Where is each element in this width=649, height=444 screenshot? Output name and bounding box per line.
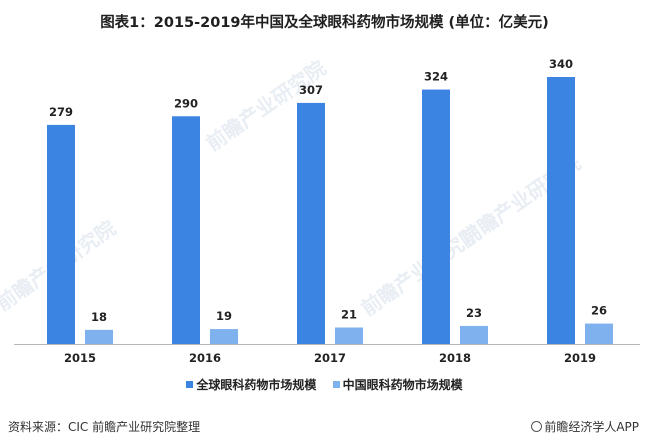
bar-global-2017 — [297, 102, 325, 344]
data-label-china-2019: 26 — [591, 304, 607, 318]
brand-note: 前瞻经济学人APP — [531, 418, 639, 435]
source-note: 资料来源：CIC 前瞻产业研究院整理 — [8, 420, 201, 434]
legend-swatch-global — [186, 381, 194, 388]
bar-global-2018 — [422, 89, 450, 345]
legend: 全球眼科药物市场规模 中国眼科药物市场规模 — [0, 376, 649, 393]
bar-chart: 279 18 2015 290 19 2016 307 21 2017 324 23 2018 340 2… — [14, 57, 640, 365]
bar-global-2019 — [547, 77, 575, 344]
brand-label: 前瞻经济学人APP — [544, 420, 639, 434]
data-label-china-2018: 23 — [466, 306, 482, 320]
data-label-global-2016: 290 — [174, 96, 198, 110]
legend-swatch-china — [332, 381, 340, 388]
x-tick-label: 2015 — [64, 351, 96, 365]
x-tick-label: 2019 — [564, 351, 596, 365]
data-label-global-2017: 307 — [299, 83, 323, 97]
bar-global-2016 — [172, 116, 200, 344]
data-label-china-2015: 18 — [91, 310, 107, 324]
bar-china-2019 — [585, 323, 613, 344]
bar-global-2015 — [47, 124, 75, 344]
bar-china-2015 — [85, 329, 113, 344]
data-label-global-2015: 279 — [49, 105, 73, 119]
x-tick-label: 2016 — [189, 351, 221, 365]
legend-label-china: 中国眼科药物市场规模 — [342, 378, 463, 392]
data-label-global-2018: 324 — [424, 70, 448, 84]
chart-title: 图表1：2015-2019年中国及全球眼科药物市场规模 (单位：亿美元) — [100, 15, 549, 31]
legend-label-global: 全球眼科药物市场规模 — [196, 378, 317, 392]
bar-china-2016 — [210, 329, 238, 344]
data-label-global-2019: 340 — [549, 57, 573, 71]
bar-china-2017 — [335, 327, 363, 344]
brand-logo-icon — [531, 421, 543, 432]
x-tick-label: 2017 — [314, 351, 346, 365]
data-label-china-2016: 19 — [216, 309, 232, 323]
x-tick-label: 2018 — [439, 351, 471, 365]
legend-item-global: 全球眼科药物市场规模 — [186, 376, 316, 393]
bar-china-2018 — [460, 325, 488, 344]
data-label-china-2017: 21 — [341, 308, 357, 322]
legend-item-china: 中国眼科药物市场规模 — [332, 376, 463, 393]
